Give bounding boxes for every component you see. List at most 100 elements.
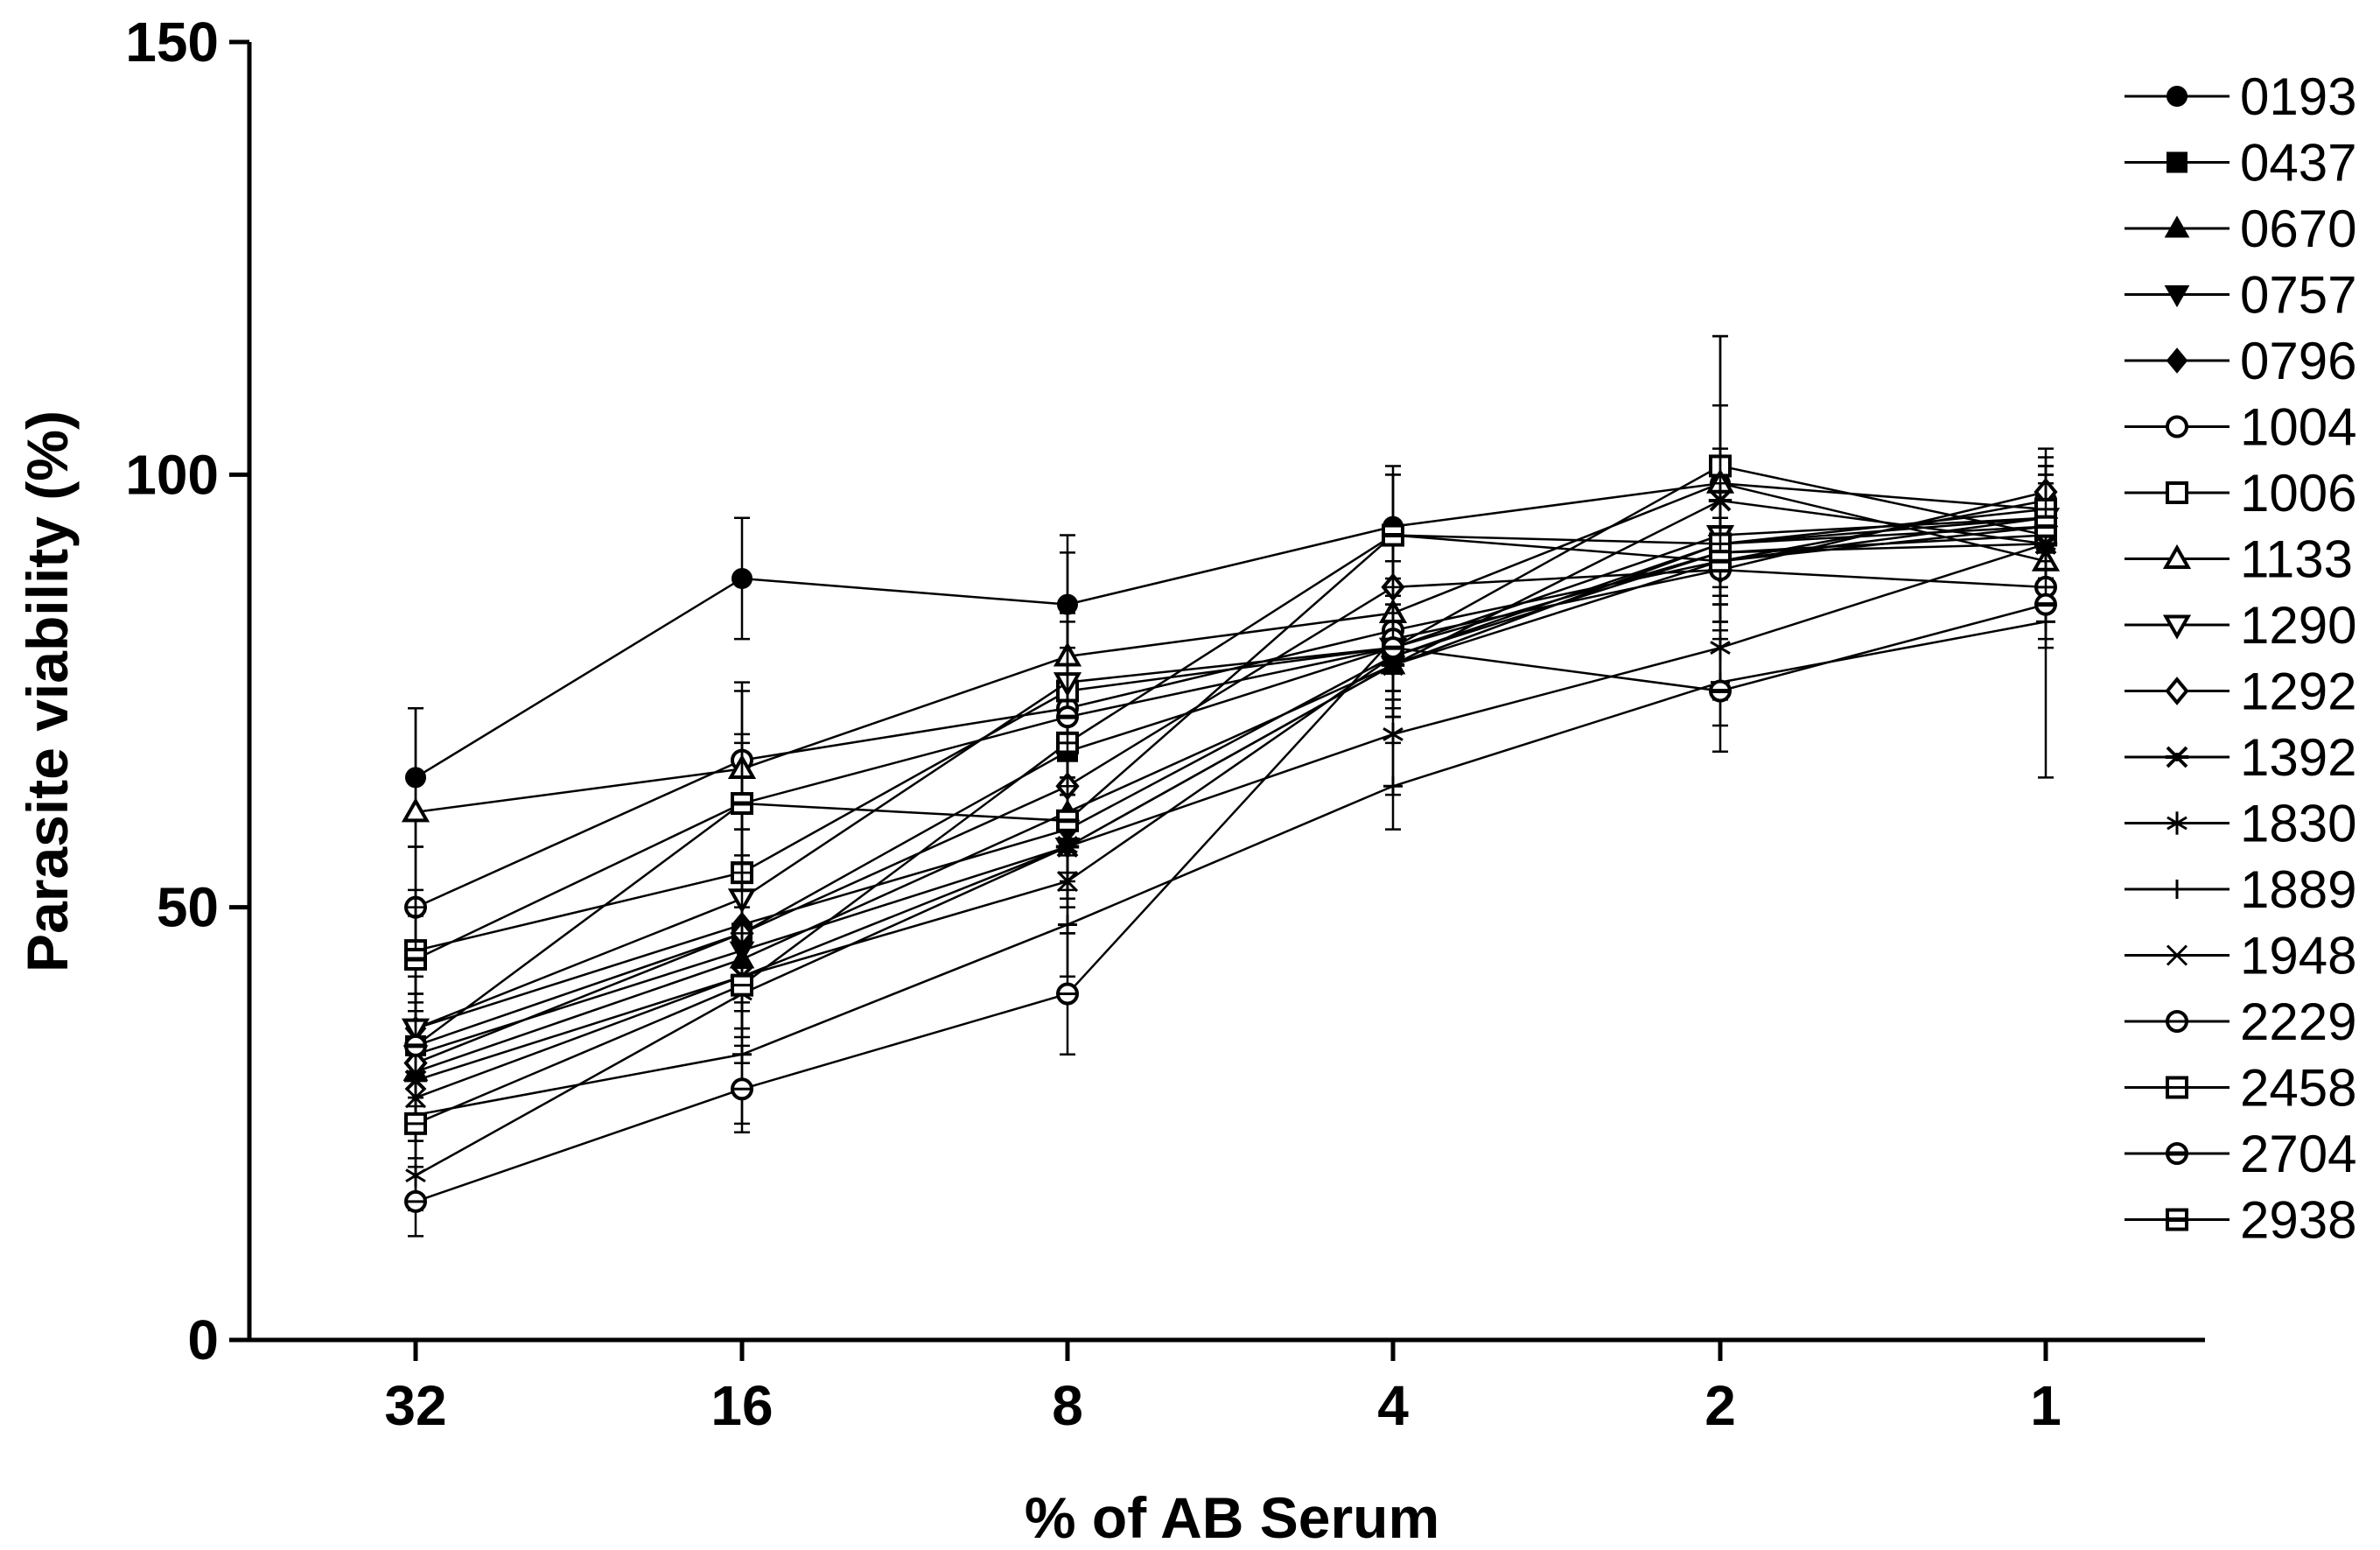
series-0670 [402, 473, 2059, 1117]
series-line [415, 543, 2047, 1030]
data-point-marker [2166, 1010, 2188, 1033]
x-tick-label: 8 [1052, 1374, 1083, 1437]
series-line [415, 499, 2047, 1082]
series-1889 [406, 465, 2055, 1160]
series-2229 [404, 516, 2057, 1238]
legend-item: 1290 [2124, 596, 2356, 655]
x-tick-label: 2 [1704, 1374, 1736, 1437]
legend-item: 0437 [2124, 134, 2356, 193]
series-line [415, 481, 2047, 779]
legend-label: 0193 [2240, 67, 2356, 126]
legend-label: 1292 [2240, 663, 2356, 721]
data-point-marker [404, 1189, 427, 1213]
legend-label: 1133 [2240, 530, 2353, 589]
legend-item: 1392 [2124, 728, 2356, 787]
legend-item: 1004 [2124, 398, 2356, 457]
legend-label: 0757 [2240, 266, 2356, 325]
data-point-marker [2166, 481, 2188, 504]
data-point-marker [1056, 982, 1079, 1006]
legend-item: 1133 [2124, 530, 2353, 589]
legend-label: 0670 [2240, 200, 2356, 258]
series-line [415, 465, 2047, 952]
series-line [415, 481, 2047, 814]
x-tick-label: 4 [1377, 1374, 1409, 1437]
y-axis-title: Parasite viability (%) [15, 410, 80, 972]
legend-item: 1006 [2124, 464, 2356, 523]
x-axis-ticks: 32 16 8 4 2 1 [384, 1340, 2062, 1437]
legend-item: 0193 [2124, 67, 2356, 126]
legend-label: 2458 [2240, 1059, 2356, 1118]
data-point-marker [1382, 636, 1404, 660]
x-axis-title: % of AB Serum [1025, 1485, 1439, 1550]
data-point-marker [1709, 679, 1732, 703]
legend-item: 2704 [2124, 1125, 2356, 1183]
series-2704 [404, 559, 2057, 1099]
data-point-marker [1056, 809, 1079, 832]
data-point-marker [2166, 347, 2188, 374]
legend-label: 1830 [2240, 795, 2356, 853]
x-tick-label: 16 [710, 1374, 773, 1437]
data-point-marker [731, 973, 753, 997]
data-point-marker [732, 567, 752, 589]
series-1292 [403, 447, 2058, 1117]
legend-item: 1948 [2124, 927, 2356, 985]
series-layer [401, 334, 2061, 1238]
data-point-marker [2034, 593, 2057, 616]
y-tick-label: 150 [125, 11, 219, 74]
legend: 0193 0437 0670 0757 0796 1004 1006 1133 1290 1292… [2124, 67, 2356, 1250]
legend-label: 1290 [2240, 596, 2356, 655]
legend-item: 2229 [2124, 992, 2356, 1051]
data-point-marker [2166, 811, 2188, 835]
data-point-marker [2034, 515, 2057, 538]
series-line [415, 603, 2047, 1047]
chart-axes [247, 42, 2205, 1343]
legend-item: 0757 [2124, 266, 2356, 325]
legend-label: 0437 [2240, 134, 2356, 193]
legend-item: 1889 [2124, 860, 2356, 919]
data-point-marker [2167, 880, 2187, 899]
legend-label: 0796 [2240, 332, 2356, 390]
data-point-marker [1056, 705, 1079, 729]
data-point-marker [2164, 285, 2190, 308]
data-point-marker [2165, 746, 2189, 768]
series-line [415, 621, 2047, 1117]
data-point-marker [2162, 614, 2192, 640]
y-tick-label: 0 [187, 1308, 219, 1371]
data-point-marker [2166, 944, 2188, 966]
data-point-marker [731, 792, 753, 816]
series-line [415, 490, 2047, 1064]
data-point-marker [2162, 544, 2192, 569]
data-point-marker [2166, 1142, 2188, 1165]
data-point-marker [404, 947, 427, 971]
legend-label: 1948 [2240, 927, 2356, 985]
series-line [415, 499, 2047, 908]
legend-item: 1292 [2124, 663, 2356, 721]
series-0437 [405, 490, 2056, 1099]
data-point-marker [2166, 86, 2188, 107]
legend-label: 2704 [2240, 1125, 2356, 1183]
data-point-marker [2166, 151, 2188, 173]
data-point-marker [1383, 776, 1403, 796]
x-tick-label: 1 [2030, 1374, 2062, 1437]
data-point-marker [404, 1112, 427, 1135]
series-line [415, 525, 2047, 961]
data-point-marker [401, 797, 430, 823]
legend-item: 2938 [2124, 1191, 2356, 1250]
series-line [415, 516, 2047, 1073]
legend-item: 2458 [2124, 1059, 2356, 1118]
data-point-marker [2166, 1208, 2188, 1231]
legend-label: 1392 [2240, 728, 2356, 787]
legend-item: 0796 [2124, 332, 2356, 390]
series-1006 [404, 334, 2057, 1013]
series-line [415, 543, 2047, 1177]
series-line [415, 516, 2047, 1030]
legend-label: 2229 [2240, 992, 2356, 1051]
legend-label: 1889 [2240, 860, 2356, 919]
y-tick-label: 50 [157, 876, 219, 939]
data-point-marker [404, 1034, 427, 1057]
data-point-marker [2165, 677, 2189, 705]
y-axis-ticks: 0 50 100 150 [125, 11, 249, 1371]
data-point-marker [2164, 215, 2190, 238]
x-tick-label: 32 [384, 1374, 446, 1437]
